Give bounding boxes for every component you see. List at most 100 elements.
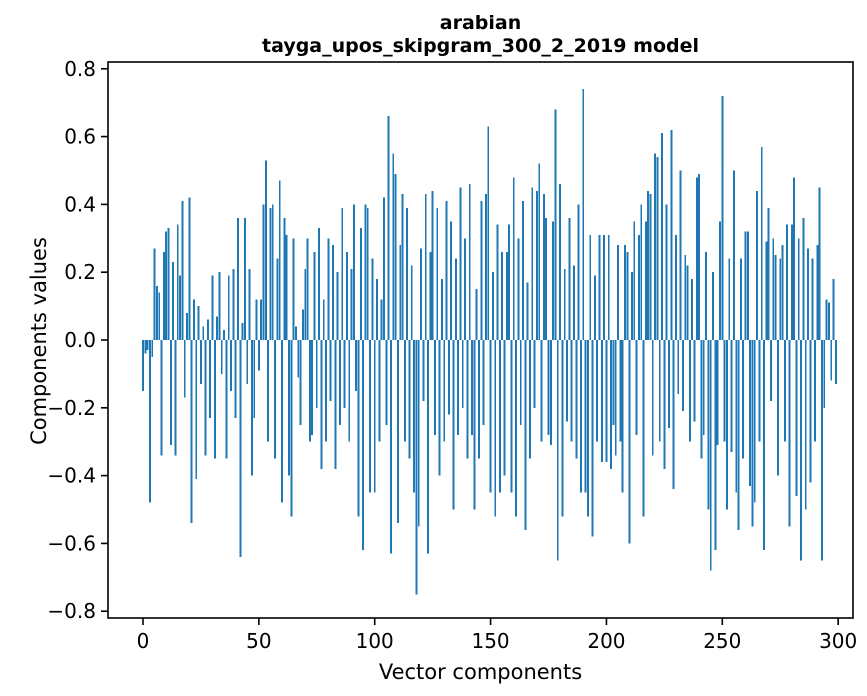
bar <box>475 289 478 340</box>
bar <box>823 340 826 408</box>
bar <box>779 258 782 340</box>
bar <box>684 255 687 340</box>
bar <box>350 268 353 340</box>
bar <box>524 340 527 530</box>
bar <box>153 248 156 340</box>
bar <box>702 340 705 435</box>
bar <box>422 340 425 402</box>
bar <box>610 340 613 469</box>
bar <box>362 340 365 551</box>
bar <box>770 340 772 402</box>
bar <box>188 197 191 340</box>
bar <box>765 241 768 340</box>
bar <box>619 340 622 442</box>
bar <box>531 187 534 340</box>
bar <box>561 340 564 517</box>
bar <box>725 340 728 510</box>
bar <box>313 251 316 340</box>
bar <box>341 207 344 340</box>
bar <box>814 340 816 442</box>
bar <box>721 95 724 341</box>
bar <box>797 238 800 340</box>
bar <box>206 319 209 340</box>
bar <box>566 340 568 422</box>
bar <box>181 201 184 340</box>
x-tick-label: 0 <box>137 629 150 653</box>
bar <box>719 221 721 340</box>
bar <box>732 170 735 340</box>
bar <box>809 340 812 483</box>
bar <box>651 340 654 456</box>
bar <box>709 340 712 571</box>
bar <box>582 89 585 341</box>
bar <box>714 340 717 551</box>
bar <box>728 258 731 340</box>
bar <box>681 340 684 412</box>
bar <box>749 340 752 486</box>
x-tick-label: 250 <box>703 629 741 653</box>
bar <box>387 116 390 341</box>
bar <box>559 184 562 340</box>
bar <box>644 221 647 340</box>
bar <box>142 340 144 391</box>
bar <box>586 340 589 517</box>
bar <box>570 340 573 442</box>
bar <box>364 204 367 340</box>
bar <box>429 251 432 340</box>
bar <box>290 340 293 517</box>
y-tick-label: 0.2 <box>64 260 96 284</box>
bar <box>788 340 791 527</box>
bar <box>730 340 733 452</box>
bar <box>420 248 423 340</box>
bar <box>795 340 798 496</box>
bar <box>160 340 163 456</box>
bar <box>424 194 427 340</box>
bar <box>834 340 837 385</box>
bar <box>508 224 511 340</box>
bar <box>656 156 659 340</box>
bar <box>573 265 575 340</box>
bar <box>269 207 272 340</box>
bar <box>318 228 321 340</box>
bar <box>299 340 302 425</box>
bar <box>600 340 603 463</box>
bar <box>343 340 346 408</box>
bar <box>376 278 378 340</box>
chart-title: arabian tayga_upos_skipgram_300_2_2019 m… <box>108 12 853 58</box>
bar <box>144 340 147 354</box>
bar <box>776 340 779 476</box>
y-tick-label: 0.4 <box>64 192 96 216</box>
bar <box>742 340 745 459</box>
bar <box>186 312 188 340</box>
bar <box>366 207 369 340</box>
x-tick-label: 100 <box>356 629 394 653</box>
bar <box>735 340 738 493</box>
bar <box>496 224 499 340</box>
bar <box>306 238 309 340</box>
bar <box>695 177 698 340</box>
bar <box>438 340 441 476</box>
bar <box>781 245 784 340</box>
bar <box>401 194 404 340</box>
bar <box>830 340 833 381</box>
bar <box>763 340 765 551</box>
bar <box>575 340 578 459</box>
bar <box>774 255 777 340</box>
bar <box>593 275 596 340</box>
bar <box>373 340 376 493</box>
bar <box>482 340 485 425</box>
bar <box>739 258 742 340</box>
bar <box>767 207 770 340</box>
bar <box>818 187 821 340</box>
bar <box>633 221 636 340</box>
bar <box>202 326 205 340</box>
bar <box>355 340 358 391</box>
bar <box>635 340 638 435</box>
bar <box>218 272 221 340</box>
bar <box>533 340 536 408</box>
bar <box>209 340 212 418</box>
bar <box>369 340 372 493</box>
bar <box>647 190 650 340</box>
